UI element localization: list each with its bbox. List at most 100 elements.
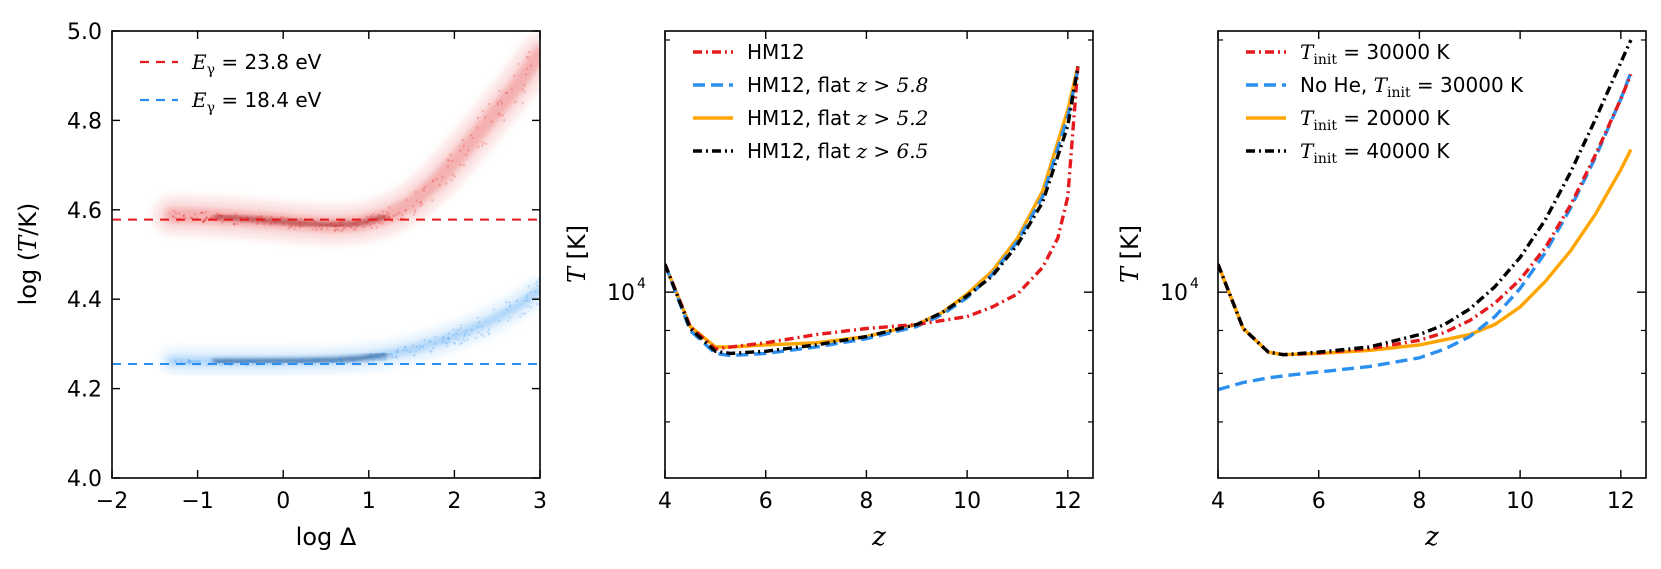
y-tick-label: 4.0 — [67, 467, 102, 492]
legend-label: Tinit = 30000 K — [1300, 40, 1450, 68]
density-point — [363, 225, 366, 228]
density-point — [314, 226, 317, 229]
density-point — [499, 99, 502, 102]
density-point — [453, 334, 455, 337]
density-point — [279, 359, 282, 362]
density-point — [424, 185, 427, 188]
density-point — [188, 361, 191, 364]
density-point — [270, 362, 272, 365]
density-point — [421, 203, 424, 206]
density-point — [476, 126, 478, 129]
density-point — [496, 101, 499, 104]
density-point — [513, 74, 516, 77]
density-point — [188, 359, 191, 362]
density-point — [291, 360, 294, 363]
density-point — [315, 229, 318, 231]
density-point — [505, 301, 508, 303]
density-point — [195, 359, 198, 362]
density-point — [361, 357, 364, 360]
density-point — [391, 356, 394, 359]
density-point — [296, 361, 298, 364]
density-point — [277, 360, 280, 363]
density-point — [384, 357, 387, 360]
density-point — [388, 216, 391, 219]
density-point — [353, 228, 356, 231]
density-point — [463, 334, 466, 337]
density-point — [369, 224, 372, 226]
left-plot-frame — [111, 30, 541, 479]
middle-plot-frame — [664, 30, 1094, 479]
density-point — [485, 142, 488, 145]
density-point — [435, 178, 438, 181]
density-point — [246, 360, 249, 363]
density-point — [256, 223, 259, 225]
density-point — [527, 285, 530, 288]
density-point — [286, 217, 289, 220]
density-point — [482, 334, 485, 337]
density-point — [186, 360, 189, 363]
density-point — [239, 216, 242, 219]
density-point — [371, 359, 374, 362]
density-point — [353, 360, 356, 362]
density-point — [316, 358, 319, 361]
density-point — [525, 296, 528, 299]
density-point — [298, 224, 301, 226]
density-point — [171, 215, 174, 218]
density-point — [381, 358, 384, 361]
density-point — [442, 340, 445, 342]
density-point — [335, 224, 338, 227]
density-point — [377, 213, 380, 216]
density-point — [496, 103, 499, 106]
density-point — [431, 199, 434, 202]
density-point — [405, 198, 408, 201]
density-point — [296, 362, 299, 365]
density-point — [313, 362, 316, 365]
density-point — [205, 216, 208, 219]
density-point — [339, 220, 342, 223]
density-point — [480, 333, 483, 336]
density-point — [231, 359, 234, 362]
density-point — [445, 341, 448, 344]
density-point — [299, 361, 301, 364]
density-point — [505, 308, 508, 311]
density-point — [525, 67, 528, 70]
density-point — [331, 223, 334, 225]
density-point — [244, 360, 247, 363]
density-point — [373, 357, 376, 360]
legend-label-23.8: Eγ = 23.8 eV — [191, 50, 322, 78]
density-point — [202, 219, 204, 222]
density-point — [465, 154, 468, 157]
density-point — [189, 360, 192, 363]
density-point — [333, 221, 336, 224]
density-point — [508, 301, 511, 304]
series-line — [1218, 71, 1633, 392]
density-point — [301, 224, 304, 227]
density-point — [442, 335, 445, 338]
density-point — [204, 210, 207, 213]
density-point — [413, 211, 416, 214]
density-point — [526, 305, 529, 307]
density-point — [415, 350, 418, 353]
density-point — [240, 220, 243, 223]
density-point — [455, 337, 458, 340]
density-point — [190, 360, 193, 363]
density-point — [354, 359, 357, 362]
x-tick-label: 12 — [1607, 489, 1635, 514]
density-point — [338, 359, 341, 361]
density-point — [305, 360, 307, 363]
density-point — [204, 220, 206, 222]
density-point — [341, 220, 344, 223]
density-point — [240, 361, 243, 364]
density-point — [510, 88, 513, 91]
density-point — [475, 336, 478, 339]
density-point — [191, 217, 193, 220]
density-point — [452, 328, 455, 331]
density-point — [189, 216, 192, 219]
density-point — [484, 116, 487, 119]
density-point — [290, 358, 292, 361]
density-point — [242, 359, 244, 362]
density-point — [201, 211, 204, 214]
density-point — [378, 218, 381, 221]
density-point — [523, 84, 526, 87]
density-point — [234, 212, 237, 215]
